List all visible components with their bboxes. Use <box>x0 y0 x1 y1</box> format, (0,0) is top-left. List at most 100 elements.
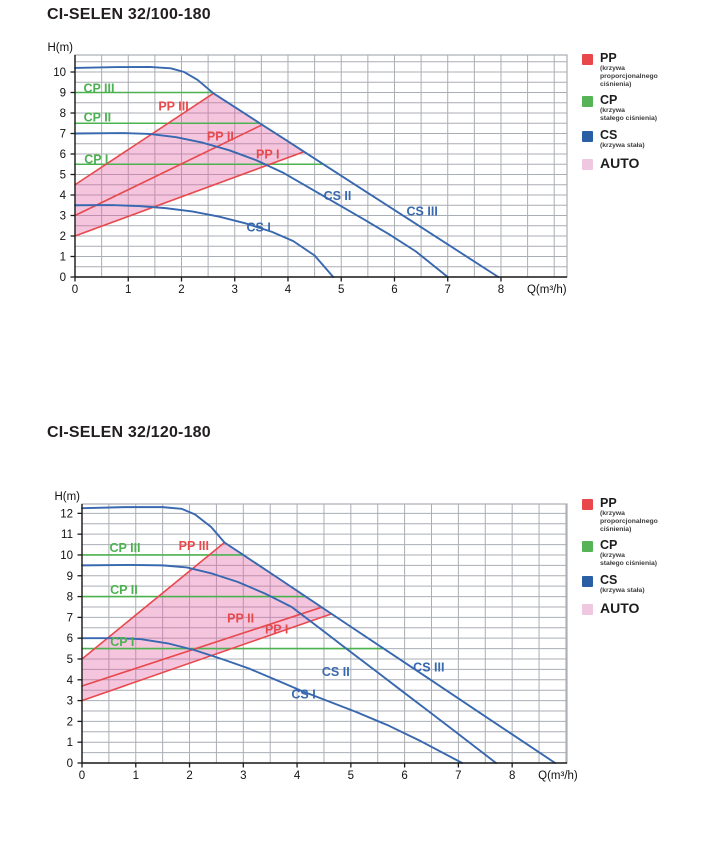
y-axis-title: H(m) <box>47 42 73 54</box>
legend-item-text: CS (krzywa stała) <box>600 574 645 595</box>
y-tick-label: 3 <box>67 696 73 708</box>
curve-label-pp-ii: PP II <box>207 130 234 144</box>
series-pp-iii <box>81 541 226 660</box>
legend-item-text: AUTO <box>600 600 640 616</box>
series-pp-ii <box>74 123 264 217</box>
curve-label-pp-ii: PP II <box>227 611 254 625</box>
y-axis-title: H(m) <box>54 491 80 503</box>
legend-item-text: CP (krzywa stałego ciśnienia) <box>600 539 657 568</box>
y-tick-label: 4 <box>67 675 74 687</box>
y-tick-label: 8 <box>67 592 73 604</box>
legend-item-label: CS <box>600 573 618 587</box>
x-tick-label: 2 <box>178 284 184 296</box>
x-tick-label: 5 <box>338 284 344 296</box>
legend-item-description: (krzywa <box>600 510 625 517</box>
series-cs-i <box>74 204 335 278</box>
chart-title-2: CI-SELEN 32/120-180 <box>47 424 211 441</box>
curve-label-cs-i: CS I <box>291 687 315 701</box>
y-tick-label: 7 <box>60 129 66 141</box>
x-tick-label: 5 <box>348 770 354 782</box>
y-tick-label: 2 <box>67 716 73 728</box>
legend-item-description: proporcjonalnego <box>600 518 658 525</box>
legend-item-cp: CP (krzywa stałego ciśnienia) <box>582 539 714 568</box>
curve-label-cp-i: CP I <box>84 153 108 167</box>
y-tick-label: 1 <box>67 737 73 749</box>
legend-2: PP (krzywa proporcjonalnego ciśnienia) CP (kr… <box>582 497 714 615</box>
auto-region <box>82 542 332 701</box>
legend-item-text: CP (krzywa stałego ciśnienia) <box>600 94 657 123</box>
x-tick-label: 3 <box>240 770 246 782</box>
auto-color-swatch <box>582 604 593 615</box>
series-cs-i <box>81 637 464 764</box>
curve-label-cp-i: CP I <box>110 635 134 649</box>
y-tick-label: 10 <box>60 550 73 562</box>
series-cs-ii <box>74 132 449 278</box>
curve-label-cs-iii: CS III <box>413 660 444 674</box>
legend-item-description: (krzywa <box>600 107 625 114</box>
curve-label-pp-iii: PP III <box>179 539 209 553</box>
series-cs-iii <box>81 506 557 764</box>
curve-label-cs-i: CS I <box>247 220 271 234</box>
curve-label-pp-iii: PP III <box>158 99 188 113</box>
legend-item-text: CS (krzywa stała) <box>600 129 645 150</box>
y-tick-label: 10 <box>53 67 66 79</box>
series-pp-i <box>81 613 333 702</box>
x-tick-label: 8 <box>498 284 504 296</box>
y-tick-label: 0 <box>67 758 73 770</box>
legend-item-cs: CS (krzywa stała) <box>582 129 714 150</box>
x-tick-label: 6 <box>391 284 397 296</box>
x-tick-label: 4 <box>285 284 292 296</box>
x-tick-label: 8 <box>509 770 515 782</box>
legend-item-text: AUTO <box>600 155 640 171</box>
legend-item-label: AUTO <box>600 155 640 171</box>
legend-item-cp: CP (krzywa stałego ciśnienia) <box>582 94 714 123</box>
y-tick-label: 8 <box>60 108 66 120</box>
legend-item-label: AUTO <box>600 600 640 616</box>
cs-color-swatch <box>582 131 593 142</box>
legend-item-description: (krzywa stała) <box>600 142 645 149</box>
pp-color-swatch <box>582 499 593 510</box>
y-tick-label: 5 <box>67 654 73 666</box>
legend-item-description: stałego ciśnienia) <box>600 115 658 122</box>
legend-item-pp: PP (krzywa proporcjonalnego ciśnienia) <box>582 497 714 534</box>
pump-curve-chart-1: 0 1 2 3 4 5 6 7 8 0 1 2 3 4 5 6 7 8 9 10 H(m) Q(m³/h) CP III CP… <box>47 42 568 296</box>
legend-item-description: proporcjonalnego <box>600 73 658 80</box>
legend-item-description: (krzywa <box>600 552 625 559</box>
curve-label-cp-ii: CP II <box>110 583 138 597</box>
legend-item-text: PP (krzywa proporcjonalnego ciśnienia) <box>600 52 658 89</box>
x-tick-label: 6 <box>401 770 407 782</box>
chart-title-1: CI-SELEN 32/100-180 <box>47 6 211 23</box>
x-tick-label: 7 <box>455 770 461 782</box>
series-pp-i <box>74 150 305 237</box>
legend-item-auto: AUTO <box>582 600 714 616</box>
curve-label-cp-ii: CP II <box>84 111 112 125</box>
cp-color-swatch <box>582 541 593 552</box>
series-cs-ii <box>81 564 497 764</box>
pp-color-swatch <box>582 54 593 65</box>
legend-1: PP (krzywa proporcjonalnego ciśnienia) CP (kr… <box>582 52 714 170</box>
cs-color-swatch <box>582 576 593 587</box>
x-tick-label: 4 <box>294 770 301 782</box>
curve-label-cp-iii: CP III <box>109 541 140 555</box>
y-tick-label: 6 <box>67 633 73 645</box>
curve-label-cs-ii: CS II <box>322 665 350 679</box>
x-tick-label: 0 <box>72 284 78 296</box>
y-tick-label: 1 <box>60 252 66 264</box>
series-pp-iii <box>74 92 215 186</box>
legend-item-description: ciśnienia) <box>600 526 632 533</box>
legend-item-text: PP (krzywa proporcjonalnego ciśnienia) <box>600 497 658 534</box>
legend-item-label: CP <box>600 93 618 107</box>
y-tick-label: 9 <box>67 571 73 583</box>
legend-item-description: (krzywa <box>600 65 625 72</box>
curve-label-cp-iii: CP III <box>83 81 114 95</box>
legend-item-description: (krzywa stała) <box>600 587 645 594</box>
y-tick-label: 6 <box>60 149 66 161</box>
y-tick-label: 2 <box>60 231 66 243</box>
x-tick-label: 0 <box>79 770 85 782</box>
legend-item-label: CS <box>600 128 618 142</box>
x-tick-label: 1 <box>125 284 131 296</box>
legend-item-description: ciśnienia) <box>600 81 632 88</box>
x-tick-label: 7 <box>445 284 451 296</box>
legend-item-label: PP <box>600 51 617 65</box>
